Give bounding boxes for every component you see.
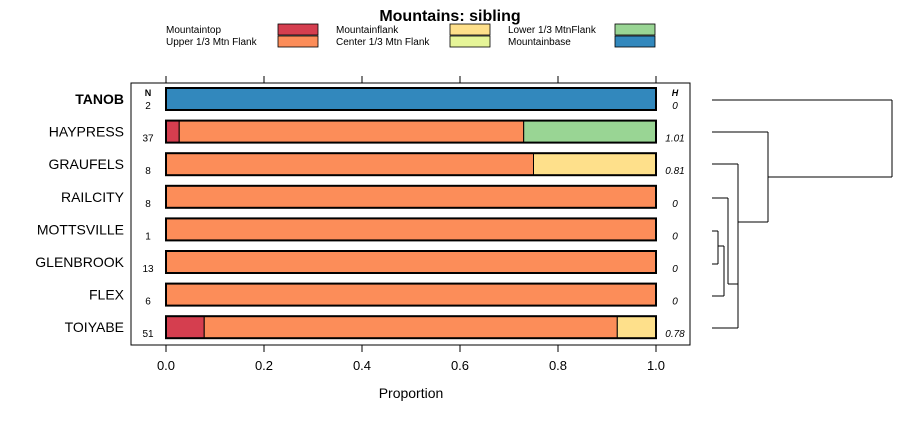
legend-swatch-mountaintop: [277, 23, 319, 36]
plot-area: 0.0 0.2 0.4 0.6 0.8 1.0 N H TANOB 2 0 HAYPRESS 37 1.0…: [35, 76, 691, 373]
bar-outline-tanob: [165, 87, 657, 111]
n-value-railcity: 8: [145, 199, 151, 210]
bar-segment-graufels-upper-1-3-mtn-flank: [165, 152, 534, 176]
n-value-glenbrook: 13: [142, 264, 154, 275]
h-value-haypress: 1.01: [665, 134, 684, 145]
bar-outline-railcity: [165, 184, 657, 209]
h-value-mottsville: 0: [672, 231, 678, 242]
category-label-railcity: RAILCITY: [61, 189, 125, 205]
bar-segment-toiyabe-mountainflank: [616, 315, 657, 339]
category-label-mottsville: MOTTSVILLE: [37, 221, 124, 237]
bar-outline-toiyabe: [165, 315, 657, 340]
h-value-toiyabe: 0.78: [665, 329, 685, 340]
bar-segment-haypress-upper-1-3-mtn-flank: [178, 120, 525, 144]
dendrogram: [712, 99, 893, 329]
h-value-graufels: 0.81: [665, 166, 684, 177]
n-value-graufels: 8: [145, 166, 151, 177]
h-value-flex: 0: [672, 297, 678, 308]
legend-label-mountaintop: Mountaintop: [166, 25, 221, 36]
category-label-toiyabe: TOIYABE: [65, 319, 124, 335]
category-label-flex: FLEX: [89, 287, 125, 303]
h-value-glenbrook: 0: [672, 264, 678, 275]
bar-outline-graufels: [165, 152, 657, 177]
x-tick-label: 1.0: [647, 358, 665, 373]
bar-segment-tanob-mountainbase: [165, 87, 657, 111]
x-axis-label: Proportion: [379, 385, 444, 401]
x-tick-label: 0.0: [157, 358, 175, 373]
legend-label-mountainbase: Mountainbase: [508, 37, 571, 48]
legend-label-center-1-3-mtn-flank: Center 1/3 Mtn Flank: [336, 37, 430, 48]
n-value-haypress: 37: [142, 134, 154, 145]
x-tick-label: 0.8: [549, 358, 567, 373]
bar-segment-haypress-lower-1-3-mtnflank: [523, 120, 657, 144]
bar-segment-glenbrook-upper-1-3-mtn-flank: [165, 250, 657, 274]
bar-segment-toiyabe-upper-1-3-mtn-flank: [203, 315, 618, 339]
bar-segment-flex-upper-1-3-mtn-flank: [165, 283, 657, 307]
legend-label-lower-1-3-mtnflank: Lower 1/3 MtnFlank: [508, 25, 597, 36]
legend-swatch-upper-1-3-mtn-flank: [277, 35, 319, 48]
bar-outline-glenbrook: [165, 250, 657, 274]
bar-segment-graufels-mountainflank: [533, 152, 657, 176]
chart-title: Mountains: sibling: [379, 8, 520, 25]
bar-segment-toiyabe-mountaintop: [165, 315, 205, 339]
bar-outline-haypress: [165, 119, 657, 144]
h-column-header: H: [672, 88, 679, 98]
bar-segment-mottsville-upper-1-3-mtn-flank: [165, 217, 657, 241]
plot-frame: [130, 82, 691, 346]
category-label-haypress: HAYPRESS: [49, 124, 124, 140]
legend-label-mountainflank: Mountainflank: [336, 25, 399, 36]
x-tick-label: 0.6: [451, 358, 469, 373]
legend-swatch-mountainbase: [614, 35, 656, 48]
legend-label-upper-1-3-mtn-flank: Upper 1/3 Mtn Flank: [166, 37, 258, 48]
category-label-tanob: TANOB: [75, 91, 124, 107]
category-label-glenbrook: GLENBROOK: [35, 254, 124, 270]
x-tick-label: 0.4: [353, 358, 371, 373]
legend-swatch-lower-1-3-mtnflank: [614, 23, 656, 36]
h-value-tanob: 0: [672, 101, 678, 112]
x-tick-label: 0.2: [255, 358, 273, 373]
bar-outline-mottsville: [165, 217, 657, 242]
n-column-header: N: [145, 88, 152, 98]
n-value-toiyabe: 51: [142, 329, 154, 340]
bar-outline-flex: [165, 282, 657, 307]
h-value-railcity: 0: [672, 199, 678, 210]
n-value-tanob: 2: [145, 101, 151, 112]
n-value-mottsville: 1: [145, 231, 151, 242]
bar-segment-haypress-mountaintop: [165, 120, 180, 144]
n-value-flex: 6: [145, 297, 151, 308]
category-label-graufels: GRAUFELS: [49, 156, 124, 172]
legend-swatch-center-1-3-mtn-flank: [449, 35, 491, 48]
legend-swatch-mountainflank: [449, 23, 491, 36]
bar-segment-railcity-upper-1-3-mtn-flank: [165, 185, 657, 209]
